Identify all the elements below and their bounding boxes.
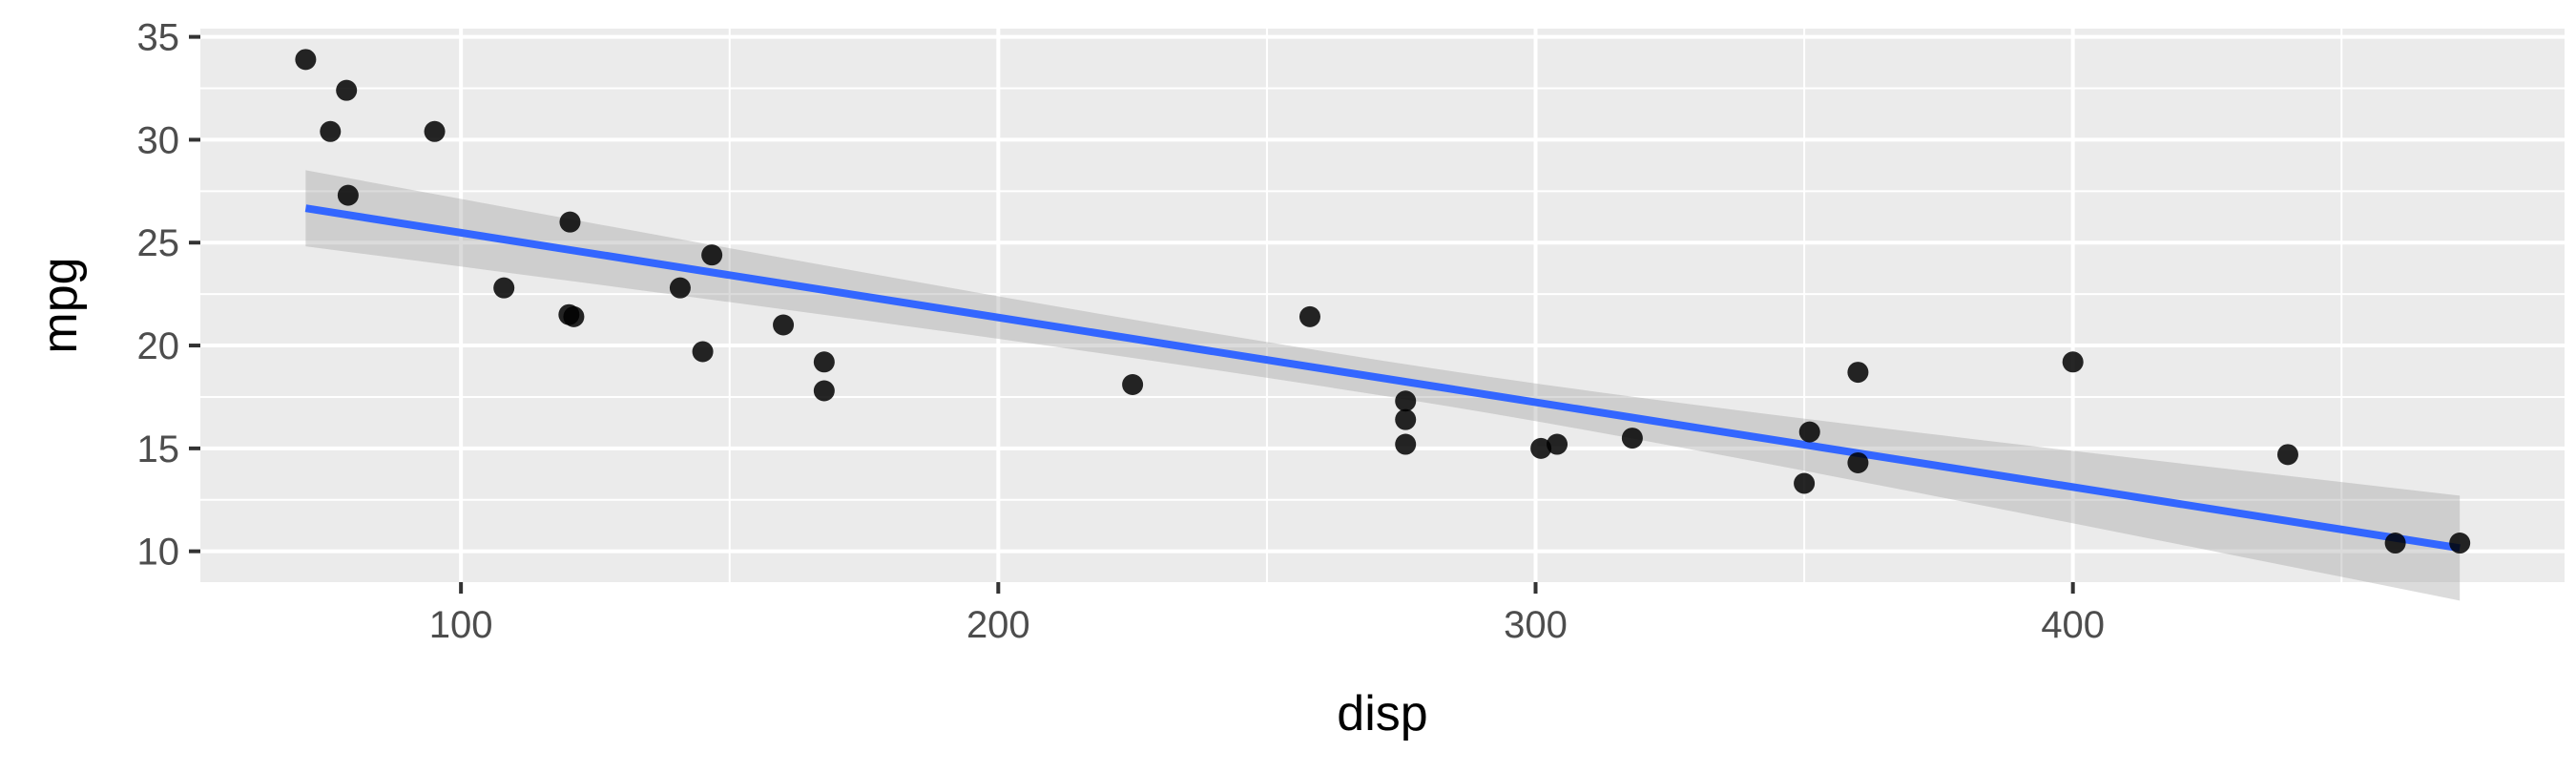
- y-tick-label: 15: [137, 428, 180, 470]
- x-tick-label: 100: [429, 604, 493, 646]
- data-point: [813, 380, 835, 402]
- data-point: [1798, 421, 1820, 443]
- x-tick-labels: 100 200 300 400: [429, 604, 2105, 646]
- data-point: [2276, 444, 2298, 466]
- data-point: [1395, 390, 1417, 412]
- x-axis-title: disp: [1337, 686, 1427, 742]
- data-point: [1847, 451, 1869, 473]
- grid-minor-lines: [200, 29, 2565, 582]
- x-tick-label: 200: [966, 604, 1030, 646]
- data-point: [1395, 433, 1417, 455]
- fit-line: [304, 204, 2461, 553]
- confidence-ribbon-layer: [305, 170, 2461, 601]
- y-tick-label: 25: [137, 222, 180, 264]
- data-point: [669, 277, 691, 299]
- data-point: [1794, 472, 1816, 494]
- data-point: [1530, 437, 1552, 459]
- data-point: [1847, 362, 1869, 384]
- data-point: [563, 305, 585, 327]
- y-tick-label: 20: [137, 325, 180, 367]
- data-point: [336, 79, 358, 101]
- y-tick-label: 10: [137, 532, 180, 574]
- data-point: [424, 120, 446, 142]
- grid-major-lines: [200, 29, 2565, 582]
- fit-line-layer: [304, 204, 2461, 553]
- points-layer: [295, 49, 2471, 554]
- confidence-ribbon: [305, 170, 2461, 601]
- data-point: [2062, 351, 2084, 373]
- data-point: [2384, 533, 2406, 554]
- data-point: [692, 341, 714, 363]
- data-point: [701, 244, 723, 266]
- data-point: [320, 120, 342, 142]
- data-point: [337, 184, 359, 206]
- x-tick-label: 300: [1504, 604, 1568, 646]
- data-point: [1547, 433, 1568, 455]
- data-point: [773, 314, 795, 336]
- data-point: [2449, 533, 2471, 554]
- data-point: [1395, 408, 1417, 430]
- y-tick-label: 35: [137, 17, 180, 59]
- data-point: [493, 277, 515, 299]
- data-point: [813, 351, 835, 373]
- data-point: [1621, 428, 1643, 449]
- data-point: [295, 49, 317, 71]
- y-tick-labels: 10 15 20 25 30 35: [137, 17, 180, 574]
- axis-tick-marks: [189, 34, 2075, 594]
- data-point: [559, 211, 581, 233]
- data-point: [1122, 374, 1144, 396]
- y-axis-title: mpg: [32, 257, 88, 353]
- data-point: [1298, 305, 1320, 327]
- y-tick-label: 30: [137, 119, 180, 161]
- x-tick-label: 400: [2041, 604, 2105, 646]
- plot-panel: [200, 29, 2565, 582]
